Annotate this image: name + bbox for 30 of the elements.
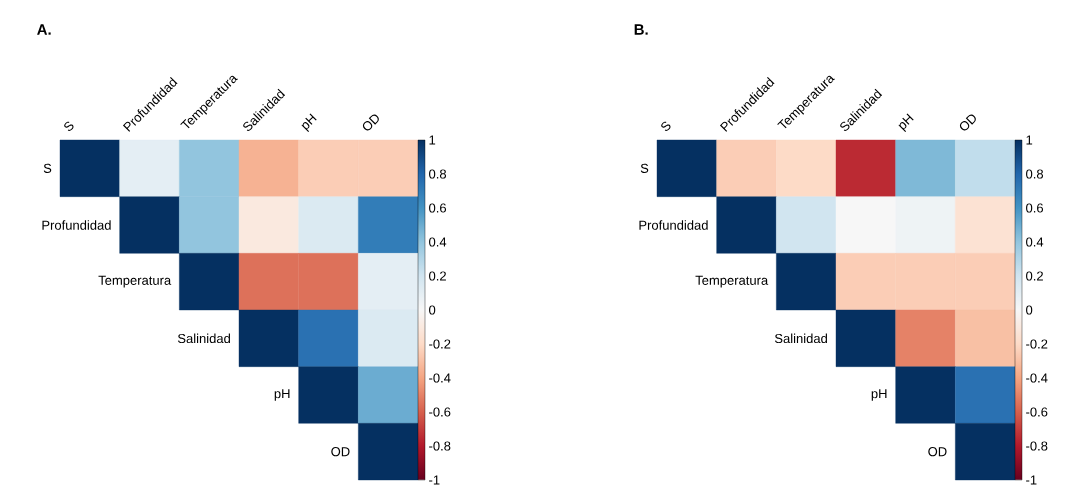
color-bar-label: 0.2 [1026, 271, 1043, 281]
color-bar-label: -0.4 [1026, 373, 1048, 383]
color-bar-label: 0.6 [429, 203, 447, 213]
x-tick-label: pH [898, 113, 914, 133]
chart-title: B. [634, 24, 648, 35]
color-bar-label: 0.8 [429, 169, 447, 179]
color-bar-label: 0 [1026, 305, 1033, 315]
color-bar-label: -0.8 [429, 441, 451, 451]
color-bar-label: 1 [429, 135, 436, 145]
x-tick-label: OD [959, 114, 976, 131]
x-tick-label: pH [301, 113, 317, 133]
color-bar-label: -0.8 [1026, 441, 1048, 451]
color-bar-label: 0.4 [429, 237, 447, 247]
x-tick-label: OD [362, 114, 379, 131]
color-bar-label: -1 [1026, 475, 1037, 485]
color-bar-label: 0.2 [429, 271, 446, 281]
color-bar-label: 0.6 [1026, 203, 1044, 213]
color-bar-label: -0.6 [1026, 407, 1048, 417]
color-bar-label: -1 [429, 475, 440, 485]
x-tick-label: S [661, 121, 671, 132]
color-bar-label: -0.2 [429, 339, 451, 349]
color-bar-label: 1 [1026, 135, 1033, 145]
color-bar-label: -0.2 [1026, 339, 1048, 349]
color-bar-label: 0 [429, 305, 436, 315]
chart-title: A. [37, 24, 51, 35]
x-tick-label: S [64, 121, 74, 132]
color-bar-label: 0.8 [1026, 169, 1044, 179]
color-bar-label: -0.4 [429, 373, 451, 383]
color-bar-label: -0.6 [429, 407, 451, 417]
color-bar-label: 0.4 [1026, 237, 1044, 247]
